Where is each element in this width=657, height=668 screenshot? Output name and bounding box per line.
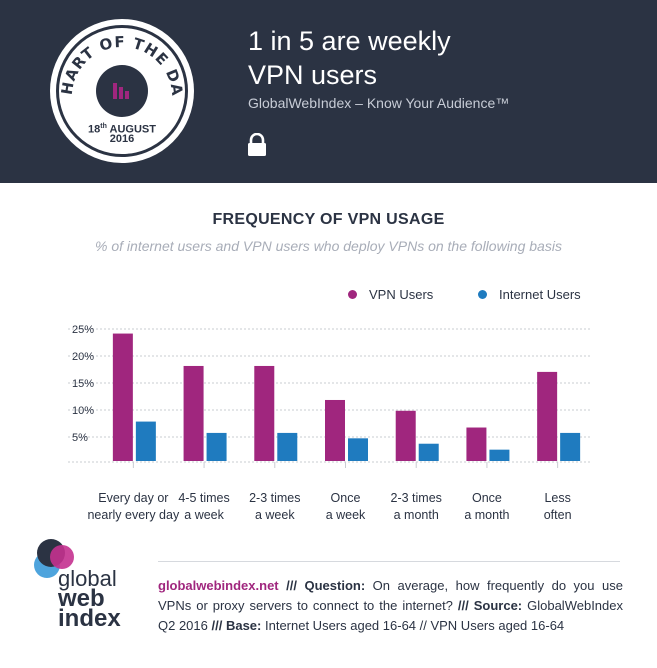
x-tick-label: a week	[184, 508, 224, 522]
x-tick-label: often	[544, 508, 572, 522]
bar-internet-users	[489, 449, 510, 461]
badge-inner-ring	[56, 25, 188, 157]
x-tick-label: Once	[472, 491, 502, 505]
bar-internet-users	[277, 432, 298, 461]
bar-chart: 5% 10% 15% 20% 25% Every day or nearly every d…	[68, 324, 590, 522]
legend-internet-users: Internet Users	[478, 287, 581, 302]
badge-date: 18th AUGUST	[50, 120, 194, 137]
lock-icon	[248, 133, 266, 156]
badge-year: 2016	[109, 133, 135, 145]
x-tick-label: 2-3 times	[391, 491, 442, 505]
logo-text-web: web	[58, 585, 105, 612]
logo-text-global: global	[58, 566, 117, 591]
bar-vpn-users	[112, 333, 133, 461]
x-tick-label: a week	[255, 508, 295, 522]
bar-vpn-users	[183, 365, 204, 461]
logo-circles-icon	[34, 539, 74, 578]
x-tick-label: a month	[464, 508, 509, 522]
bar-internet-users	[206, 432, 227, 461]
tagline: GlobalWebIndex – Know Your Audience™	[248, 95, 510, 111]
globalwebindex-logo	[30, 535, 80, 590]
x-tick-label: nearly every day	[87, 508, 179, 522]
bar-vpn-users	[254, 365, 275, 461]
x-tick-label: Every day or	[98, 491, 168, 505]
base-text: Internet Users aged 16-64 // VPN Users a…	[261, 618, 565, 633]
footer-divider	[158, 561, 620, 562]
badge-day-suffix: th	[100, 123, 107, 130]
site-link[interactable]: globalwebindex.net	[158, 578, 279, 593]
legend-vpn-label: VPN Users	[369, 287, 434, 302]
page-title: 1 in 5 are weekly VPN users	[248, 24, 628, 92]
bar-vpn-users	[537, 371, 558, 461]
x-tick-label: Once	[331, 491, 361, 505]
y-tick-label: 5%	[72, 432, 88, 444]
bar-internet-users	[560, 432, 581, 461]
x-tick-label: 4-5 times	[178, 491, 229, 505]
source-text: GlobalWebIndex Q2 2016	[158, 598, 623, 633]
chart-title: FREQUENCY OF VPN USAGE	[212, 211, 445, 228]
title-line-1: 1 in 5 are weekly	[248, 26, 451, 56]
footer-notes: globalwebindex.net /// Question: On aver…	[158, 576, 623, 636]
legend-internet-label: Internet Users	[499, 287, 581, 302]
legend-vpn-dot	[348, 290, 357, 299]
y-tick-label: 25%	[72, 324, 94, 336]
badge-day: 18	[88, 123, 101, 136]
chart-of-the-day-badge: CHART OF THE DAY 18th AUGUST 2016	[50, 19, 194, 163]
bar-vpn-users	[395, 410, 416, 461]
header-banner: CHART OF THE DAY 18th AUGUST 2016 1 in 5…	[0, 0, 657, 183]
badge-chart-icon	[96, 65, 148, 117]
title-line-2: VPN users	[248, 60, 378, 90]
source-label: Source:	[473, 598, 523, 613]
legend-vpn-users: VPN Users	[348, 287, 433, 302]
footer-sep-3: ///	[211, 618, 226, 633]
x-tick-label: a month	[394, 508, 439, 522]
chart-subtitle: % of internet users and VPN users who de…	[95, 238, 562, 254]
x-tick-label: Less	[544, 491, 570, 505]
y-tick-label: 10%	[72, 405, 94, 417]
x-tick-label: 2-3 times	[249, 491, 300, 505]
bar-internet-users	[135, 421, 156, 461]
logo-text-index: index	[58, 605, 121, 632]
footer-sep-1: ///	[278, 578, 305, 593]
bar-internet-users	[418, 443, 439, 461]
y-tick-label: 20%	[72, 351, 94, 363]
legend-internet-dot	[478, 290, 487, 299]
bar-internet-users	[348, 438, 368, 461]
base-label: Base:	[225, 618, 262, 633]
question-label: Question:	[304, 578, 366, 593]
y-tick-label: 15%	[72, 378, 94, 390]
bar-vpn-users	[466, 427, 487, 461]
question-text: On average, how frequently do you use VP…	[158, 578, 623, 613]
x-tick-label: a week	[326, 508, 366, 522]
footer-sep-2: ///	[457, 598, 474, 613]
badge-month: AUGUST	[109, 123, 156, 136]
bar-vpn-users	[325, 399, 345, 461]
